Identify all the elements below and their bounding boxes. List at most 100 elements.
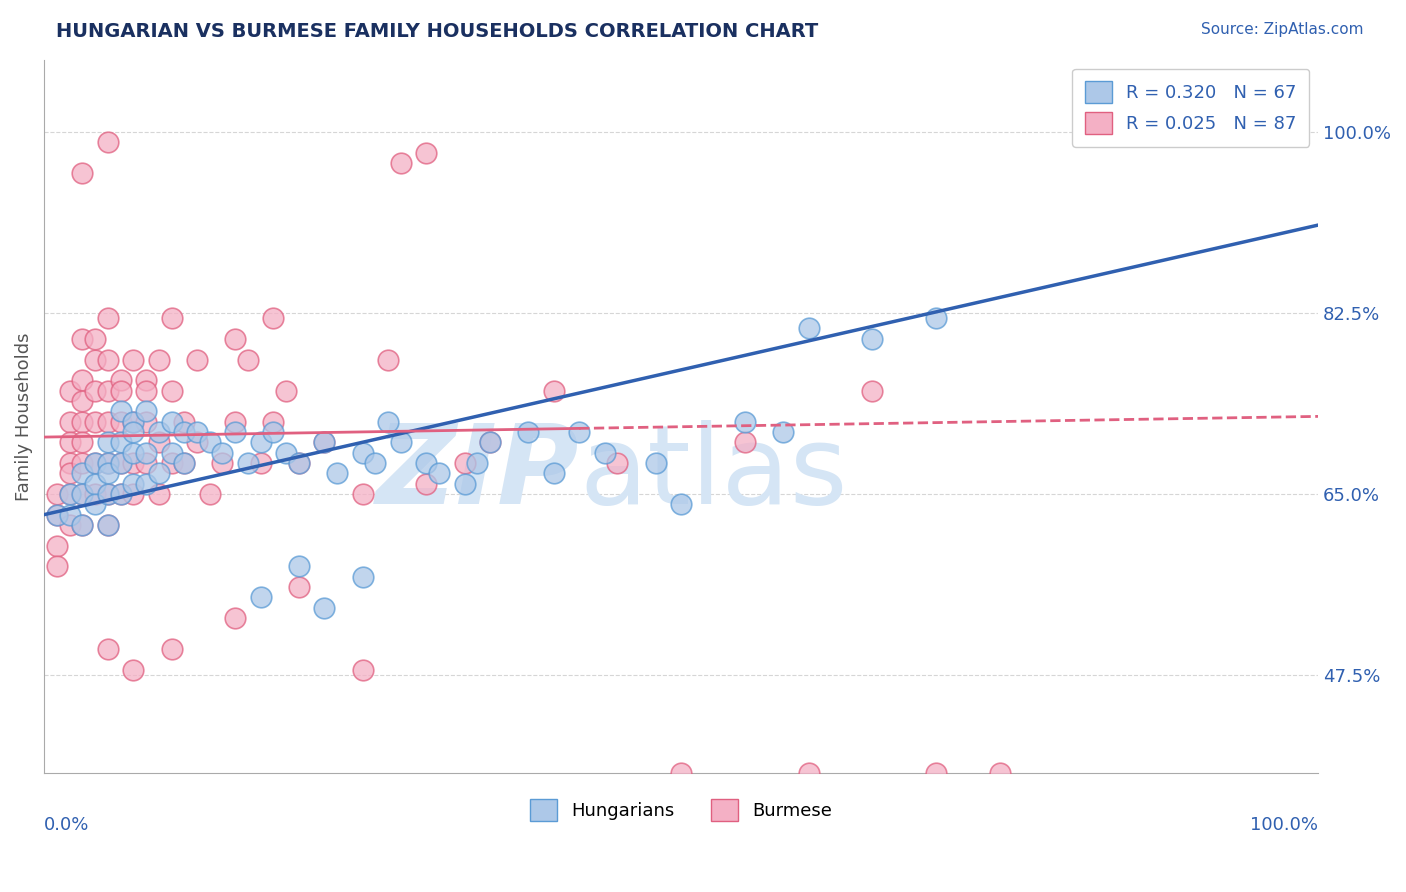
Point <box>72 456 94 470</box>
Point <box>198 435 221 450</box>
Point <box>84 332 107 346</box>
Point <box>97 642 120 657</box>
Point <box>110 435 132 450</box>
Point <box>72 518 94 533</box>
Text: 100.0%: 100.0% <box>1250 816 1319 834</box>
Point <box>135 456 157 470</box>
Text: Source: ZipAtlas.com: Source: ZipAtlas.com <box>1201 22 1364 37</box>
Point <box>110 456 132 470</box>
Point <box>415 476 437 491</box>
Point <box>186 425 208 439</box>
Point <box>58 435 80 450</box>
Point <box>734 415 756 429</box>
Point <box>58 467 80 481</box>
Point <box>58 487 80 501</box>
Point <box>186 435 208 450</box>
Point <box>97 352 120 367</box>
Point <box>415 145 437 160</box>
Point <box>122 415 145 429</box>
Point <box>734 435 756 450</box>
Point <box>97 435 120 450</box>
Point <box>148 467 170 481</box>
Point <box>148 425 170 439</box>
Point <box>122 415 145 429</box>
Point <box>224 611 246 625</box>
Point <box>84 352 107 367</box>
Point <box>644 456 666 470</box>
Point <box>326 467 349 481</box>
Point <box>160 311 183 326</box>
Point <box>84 456 107 470</box>
Point <box>427 467 450 481</box>
Point <box>72 332 94 346</box>
Point <box>669 766 692 780</box>
Point <box>288 456 311 470</box>
Point <box>389 435 412 450</box>
Point <box>314 435 336 450</box>
Point <box>276 384 298 398</box>
Point <box>97 467 120 481</box>
Point <box>110 456 132 470</box>
Point <box>135 404 157 418</box>
Point <box>97 136 120 150</box>
Point <box>236 352 259 367</box>
Point <box>45 487 67 501</box>
Point <box>262 311 284 326</box>
Point <box>148 487 170 501</box>
Point <box>249 591 271 605</box>
Point <box>543 384 565 398</box>
Point <box>72 467 94 481</box>
Point <box>860 384 883 398</box>
Point <box>110 373 132 387</box>
Point <box>72 487 94 501</box>
Y-axis label: Family Households: Family Households <box>15 332 32 500</box>
Point <box>72 393 94 408</box>
Text: atlas: atlas <box>579 420 848 527</box>
Point <box>224 415 246 429</box>
Point <box>84 487 107 501</box>
Point <box>606 456 628 470</box>
Point <box>988 766 1011 780</box>
Point <box>122 487 145 501</box>
Point <box>186 352 208 367</box>
Point <box>211 456 233 470</box>
Point <box>97 311 120 326</box>
Point <box>110 404 132 418</box>
Point <box>97 487 120 501</box>
Point <box>45 539 67 553</box>
Point <box>160 642 183 657</box>
Point <box>110 487 132 501</box>
Point <box>84 497 107 511</box>
Point <box>925 311 948 326</box>
Point <box>72 518 94 533</box>
Point <box>479 435 502 450</box>
Point <box>352 445 374 459</box>
Point <box>148 352 170 367</box>
Point <box>122 476 145 491</box>
Point <box>97 456 120 470</box>
Point <box>453 476 475 491</box>
Point <box>135 445 157 459</box>
Point <box>84 384 107 398</box>
Point <box>97 518 120 533</box>
Point <box>97 456 120 470</box>
Point <box>224 425 246 439</box>
Point <box>389 156 412 170</box>
Point <box>797 321 820 335</box>
Point <box>453 456 475 470</box>
Text: HUNGARIAN VS BURMESE FAMILY HOUSEHOLDS CORRELATION CHART: HUNGARIAN VS BURMESE FAMILY HOUSEHOLDS C… <box>56 22 818 41</box>
Point <box>97 518 120 533</box>
Point <box>772 425 794 439</box>
Point <box>211 445 233 459</box>
Point <box>58 456 80 470</box>
Point <box>479 435 502 450</box>
Point <box>160 445 183 459</box>
Point <box>797 766 820 780</box>
Point <box>415 456 437 470</box>
Point <box>925 766 948 780</box>
Text: 0.0%: 0.0% <box>44 816 90 834</box>
Point <box>276 445 298 459</box>
Point <box>377 415 399 429</box>
Point <box>262 415 284 429</box>
Point <box>110 384 132 398</box>
